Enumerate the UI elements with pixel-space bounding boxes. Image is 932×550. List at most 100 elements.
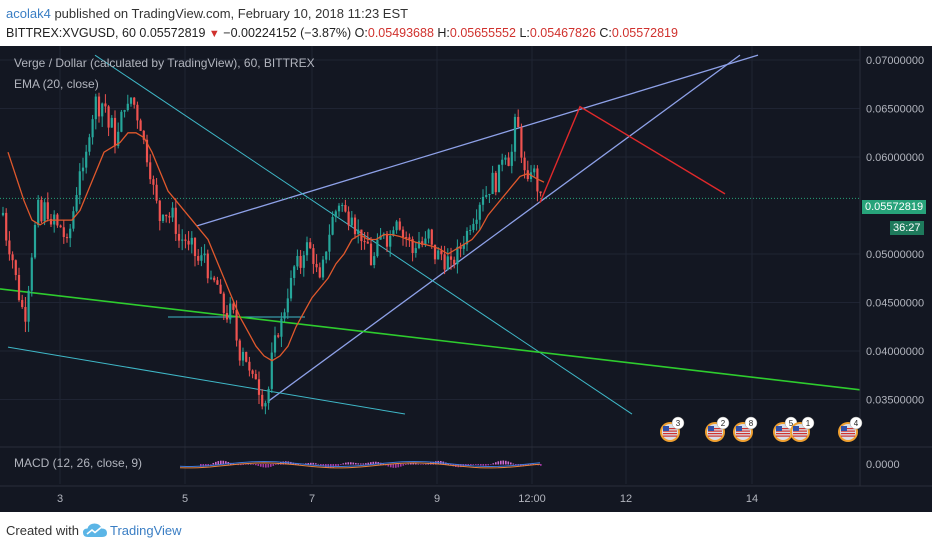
macd-histogram-bar — [500, 460, 502, 465]
candle-body — [257, 379, 261, 395]
candle-body — [315, 263, 318, 268]
candle-body — [305, 242, 309, 256]
flag-stripe — [776, 430, 790, 432]
macd-histogram-bar — [242, 464, 245, 465]
candle-body — [501, 159, 504, 165]
macd-histogram-bar — [360, 463, 362, 465]
candle-body — [481, 196, 485, 205]
macd-histogram-bar — [347, 462, 350, 465]
candle-body — [472, 223, 475, 230]
candle-body — [510, 151, 513, 166]
price-chart[interactable]: 0.07000000 0.06500000 0.06000000 0.05000000… — [0, 46, 932, 512]
lower-channel-line — [267, 54, 741, 402]
candle-body — [286, 298, 289, 313]
candle-body — [120, 111, 123, 132]
candle-body — [469, 229, 472, 231]
macd-histogram-bar — [472, 464, 475, 465]
time-tick-label: 7 — [309, 493, 315, 505]
candle-body — [392, 230, 395, 236]
price-tick-label: 0.07000000 — [866, 55, 924, 67]
flag-stripe — [776, 435, 790, 437]
badge-count-bubble — [801, 416, 815, 430]
candle-body — [33, 224, 37, 258]
candle-body — [533, 168, 536, 173]
candle-body — [309, 242, 312, 249]
macd-histogram-bar — [477, 464, 480, 466]
macd-histogram-bar — [475, 464, 477, 465]
candle-body — [17, 274, 21, 301]
descending-channel-a-line — [94, 54, 633, 415]
time-tick-label: 12:00 — [518, 493, 546, 505]
macd-histogram-bar — [270, 464, 272, 467]
candle-body — [363, 241, 366, 243]
tradingview-link[interactable]: TradingView — [110, 523, 182, 538]
macd-histogram-bar — [510, 462, 512, 465]
time-tick-label: 9 — [434, 493, 440, 505]
candle-body — [168, 216, 171, 218]
chart-panel[interactable]: 0.07000000 0.06500000 0.06000000 0.05000000… — [0, 46, 932, 512]
candle-body — [123, 110, 126, 112]
candle-body — [267, 388, 270, 404]
macd-histogram-bar — [232, 463, 235, 465]
ema-legend[interactable]: EMA (20, close) — [14, 77, 99, 91]
badge-count-bubble — [716, 416, 730, 430]
candle-body — [40, 199, 43, 222]
candle-body — [27, 290, 30, 322]
macd-histogram-bar — [527, 464, 530, 466]
high-label: H: — [437, 26, 450, 40]
us-flag-event-icon: 8 — [733, 416, 758, 442]
candle-body — [341, 205, 344, 207]
macd-histogram-bar — [320, 464, 322, 466]
candle-body — [462, 244, 465, 249]
candle-body — [289, 277, 293, 299]
us-flag-event-icon: 3 — [660, 416, 685, 442]
macd-histogram-bar — [422, 464, 425, 465]
candle-body — [161, 214, 165, 221]
macd-histogram-bar — [505, 460, 507, 465]
macd-histogram-bar — [377, 462, 380, 465]
author-link[interactable]: acolak4 — [6, 6, 51, 21]
macd-histogram-bar — [227, 461, 230, 465]
macd-histogram-bar — [217, 461, 220, 465]
candle-body — [190, 237, 193, 245]
candle-body — [155, 184, 158, 201]
macd-histogram-bar — [525, 464, 527, 466]
candle-body — [459, 246, 462, 249]
macd-histogram-bar — [275, 464, 277, 465]
candle-body — [193, 237, 197, 257]
candle-body — [206, 253, 209, 279]
candle-body — [197, 256, 200, 261]
flag-stripe — [663, 433, 677, 435]
candle-body — [88, 137, 91, 152]
candle-body — [414, 248, 417, 254]
macd-histogram-bar — [540, 464, 542, 466]
candle-body — [264, 403, 267, 407]
macd-histogram-bar — [205, 464, 207, 467]
macd-histogram-bar — [262, 464, 265, 468]
candle-body — [232, 303, 235, 310]
macd-histogram-bar — [482, 464, 485, 466]
macd-histogram-bar — [417, 463, 420, 465]
flag-canton — [776, 426, 782, 431]
candle-body — [280, 318, 283, 337]
publish-line: acolak4 published on TradingView.com, Fe… — [6, 6, 408, 21]
publish-info: published on TradingView.com, February 1… — [54, 6, 409, 21]
macd-legend[interactable]: MACD (12, 26, close, 9) — [14, 456, 143, 470]
candle-body — [398, 221, 401, 230]
candle-body — [216, 280, 219, 285]
candle-body — [344, 205, 347, 212]
candle-body — [14, 260, 17, 275]
candle-body — [536, 168, 539, 192]
flag-canton — [708, 426, 714, 431]
price-tick-label: 0.05000000 — [866, 249, 924, 261]
candle-body — [296, 255, 299, 267]
candle-body — [437, 250, 440, 260]
macd-histogram-bar — [387, 464, 390, 467]
macd-histogram-bar — [467, 464, 470, 466]
macd-histogram-bar — [222, 460, 225, 465]
candle-body — [395, 221, 398, 231]
candle-body — [97, 96, 101, 117]
candle-body — [254, 373, 257, 380]
flag-stripe — [663, 428, 677, 430]
candle-body — [219, 284, 222, 294]
